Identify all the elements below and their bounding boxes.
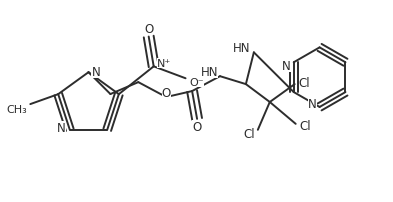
Text: Cl: Cl	[299, 76, 310, 89]
Text: O: O	[144, 23, 153, 36]
Text: N: N	[282, 59, 291, 72]
Text: Cl: Cl	[243, 128, 255, 141]
Text: N: N	[92, 65, 100, 78]
Text: O: O	[193, 121, 202, 134]
Text: Cl: Cl	[300, 120, 311, 133]
Text: CH₃: CH₃	[7, 105, 28, 115]
Text: N: N	[57, 122, 66, 135]
Text: N: N	[308, 98, 317, 111]
Text: HN: HN	[233, 42, 251, 55]
Text: HN: HN	[200, 65, 218, 78]
Text: N⁺: N⁺	[157, 59, 171, 69]
Text: O: O	[162, 86, 171, 99]
Text: O⁻: O⁻	[189, 78, 204, 88]
